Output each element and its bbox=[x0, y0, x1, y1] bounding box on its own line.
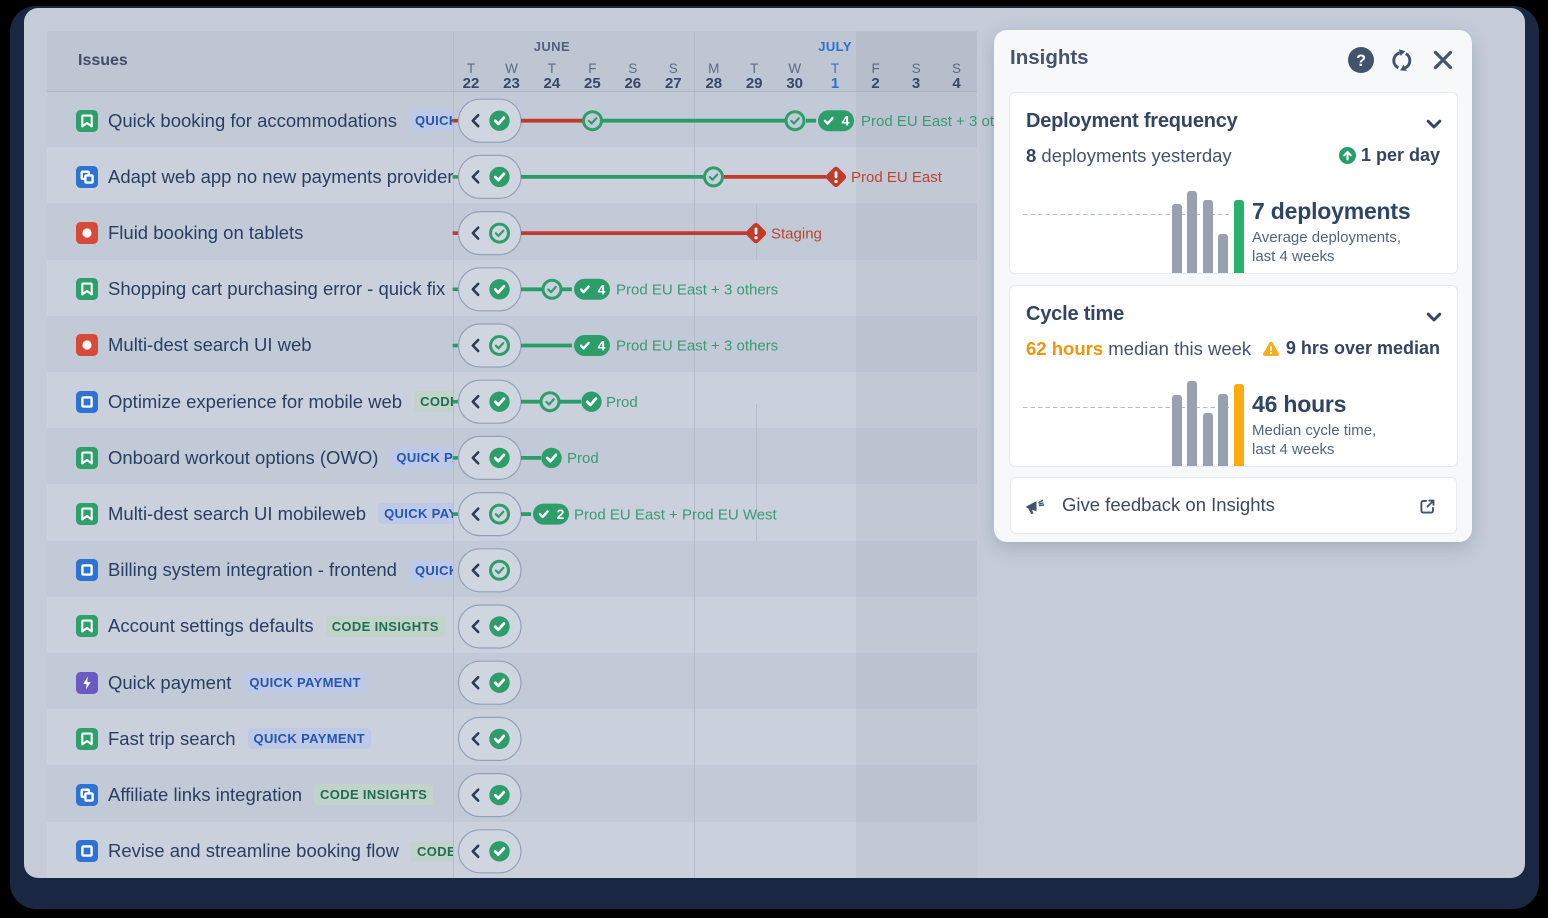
svg-text:Prod: Prod bbox=[606, 394, 638, 411]
svg-text:?: ? bbox=[1356, 52, 1366, 70]
svg-text:Prod: Prod bbox=[567, 450, 599, 467]
svg-text:2: 2 bbox=[557, 506, 565, 522]
svg-text:4: 4 bbox=[598, 281, 606, 297]
svg-text:Prod EU East + 3 ot: Prod EU East + 3 ot bbox=[861, 113, 994, 130]
svg-text:Prod EU East + Prod EU West: Prod EU East + Prod EU West bbox=[574, 506, 778, 523]
svg-text:Staging: Staging bbox=[771, 225, 822, 242]
svg-text:Prod EU East: Prod EU East bbox=[851, 169, 943, 186]
svg-text:Prod EU East + 3 others: Prod EU East + 3 others bbox=[616, 338, 778, 355]
svg-text:Prod EU East + 3 others: Prod EU East + 3 others bbox=[616, 282, 778, 299]
svg-text:4: 4 bbox=[842, 113, 850, 129]
svg-text:4: 4 bbox=[598, 338, 606, 354]
